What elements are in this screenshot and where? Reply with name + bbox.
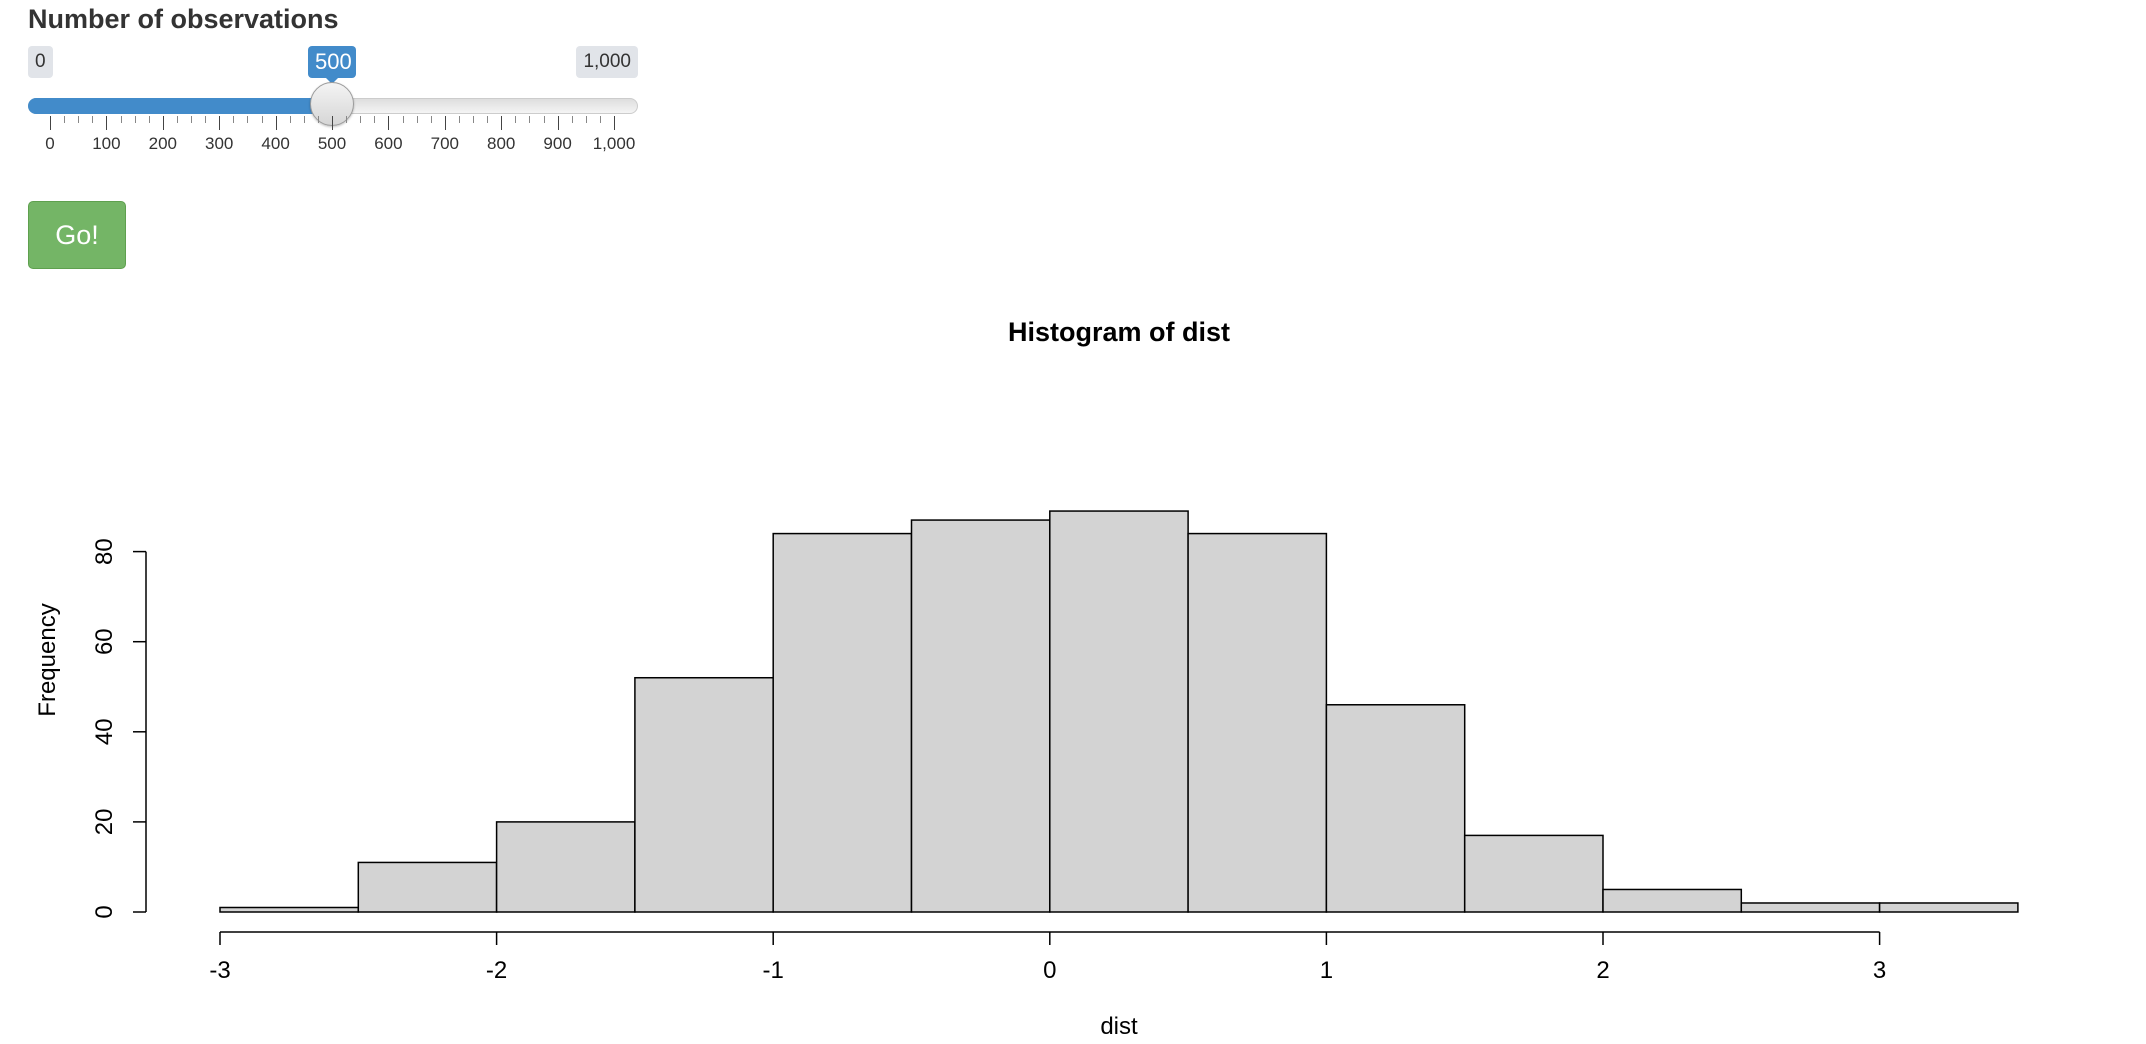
slider-grid-minor-tick	[374, 116, 376, 123]
go-button[interactable]: Go!	[28, 201, 126, 269]
histogram-bar	[219, 906, 360, 913]
slider-grid-tick	[50, 116, 51, 130]
slider-grid-minor-tick	[134, 116, 136, 123]
slider-grid-minor-tick	[515, 116, 517, 123]
histogram-bar	[1325, 704, 1466, 913]
y-tick-label: 40	[91, 718, 118, 745]
observations-slider[interactable]: 0 1,000 500 0 100 200 300 400 500 600 700 800 900…	[28, 46, 638, 166]
y-tick-label: 20	[91, 809, 118, 836]
histogram-bar	[1049, 510, 1189, 913]
slider-grid-minor-tick	[599, 116, 601, 123]
slider-grid-tick	[444, 116, 446, 130]
x-tick-label: 3	[1873, 957, 1886, 984]
slider-grid-tick	[557, 116, 559, 130]
slider-grid-minor-tick	[487, 116, 489, 123]
x-axis-label: dist	[1100, 1013, 1138, 1040]
slider-grid-minor-tick	[78, 116, 80, 123]
slider-grid-minor-tick	[92, 116, 94, 123]
slider-grid-tick	[388, 116, 390, 130]
chart-title: Histogram of dist	[1008, 317, 1230, 347]
histogram-bar	[1602, 888, 1743, 913]
slider-grid-minor-tick	[529, 116, 531, 123]
histogram-bar	[1740, 902, 1881, 913]
histogram-bar	[1878, 902, 2019, 913]
x-tick-label: 2	[1596, 957, 1609, 984]
slider-grid-minor-tick	[191, 116, 192, 123]
slider-grid-minor-tick	[176, 116, 178, 123]
slider-grid-tick	[332, 116, 333, 130]
x-tick-label: 0	[1043, 957, 1056, 984]
slider-grid-minor-tick	[64, 116, 66, 123]
slider-grid-minor-tick	[247, 116, 249, 123]
slider-grid-minor-tick	[473, 116, 474, 123]
slider-bar	[28, 98, 332, 114]
histogram-bar	[772, 532, 913, 913]
slider-grid-tick	[106, 116, 108, 130]
slider-grid-minor-tick	[402, 116, 404, 123]
slider-grid-minor-tick	[458, 116, 460, 123]
slider-grid-label: 0	[45, 134, 55, 153]
slider-grid-minor-tick	[346, 116, 348, 123]
y-axis: 0 20 40 60 80	[91, 538, 147, 919]
histogram-bars	[219, 510, 2019, 913]
histogram-bar	[1187, 532, 1328, 913]
y-axis-label: Frequency	[34, 603, 61, 716]
slider-label: Number of observations	[28, 4, 339, 34]
slider-grid-label: 200	[148, 134, 177, 153]
y-tick-label: 60	[91, 628, 118, 655]
slider-grid-label: 100	[92, 134, 121, 153]
slider-grid-tick	[275, 116, 277, 130]
slider-grid-minor-tick	[261, 116, 263, 123]
slider-grid-minor-tick	[585, 116, 587, 123]
histogram-bar	[634, 676, 774, 913]
histogram-plot: Histogram of dist dist Frequency -3 -2 -1 0…	[34, 317, 2019, 1040]
slider-grid-tick	[219, 116, 221, 130]
y-tick-label: 0	[91, 905, 118, 918]
slider-grid-minor-tick	[233, 116, 235, 123]
slider-grid-minor-tick	[148, 116, 150, 123]
slider-grid-label: 400	[261, 134, 290, 153]
slider-grid-label: 800	[487, 134, 516, 153]
histogram-bar	[1463, 834, 1604, 913]
slider-grid-label: 1,000	[592, 134, 636, 153]
slider-grid-minor-tick	[289, 116, 291, 123]
slider-grid-tick	[501, 116, 503, 130]
slider-grid-label: 900	[543, 134, 572, 153]
slider-grid-minor-tick	[360, 116, 362, 123]
histogram-bar	[495, 821, 636, 913]
slider-grid-label: 600	[374, 134, 403, 153]
x-tick-label: 1	[1320, 957, 1333, 984]
slider-grid-minor-tick	[416, 116, 418, 123]
x-tick-label: -1	[763, 957, 784, 984]
slider-grid-minor-tick	[430, 116, 432, 123]
slider-grid-tick	[162, 116, 164, 130]
slider-grid-minor-tick	[205, 116, 207, 123]
slider-grid-minor-tick	[543, 116, 545, 123]
slider-max-label: 1,000	[576, 46, 638, 78]
y-tick-label: 80	[91, 538, 118, 565]
histogram-bar	[910, 519, 1051, 913]
x-tick-label: -2	[486, 957, 507, 984]
slider-grid-tick	[614, 116, 615, 130]
slider-grid-label: 300	[205, 134, 234, 153]
slider-grid-minor-tick	[303, 116, 305, 123]
x-axis: -3 -2 -1 0 1 2 3	[209, 931, 1886, 984]
slider-grid-minor-tick	[120, 116, 122, 123]
x-tick-label: -3	[209, 957, 230, 984]
slider-min-label: 0	[28, 46, 53, 78]
slider-grid-minor-tick	[571, 116, 573, 123]
slider-grid: 0 100 200 300 400 500 600 700 800 900 1,000	[28, 116, 638, 166]
slider-grid-label: 500	[317, 134, 347, 153]
slider-grid-label: 700	[430, 134, 459, 153]
slider-grid-minor-tick	[317, 116, 319, 123]
slider-value-label: 500	[308, 46, 356, 84]
histogram-bar	[357, 861, 498, 913]
